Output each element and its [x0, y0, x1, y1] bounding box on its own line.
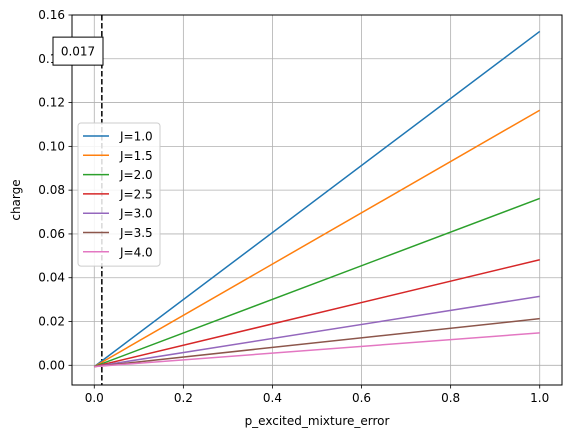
y-tick-label: 0.00 — [38, 358, 65, 372]
legend-label-1: J=1.0 — [119, 130, 153, 144]
legend: J=1.0 J=1.5 J=2.0 J=2.5 J=3.0 J=3.5 J=4.0 — [77, 122, 161, 267]
legend-label-3: J=2.0 — [119, 168, 153, 182]
legend-label-4: J=2.5 — [119, 187, 153, 201]
y-tick-label: 0.08 — [38, 183, 65, 197]
x-axis-label: p_excited_mixture_error — [245, 414, 390, 428]
x-tick-label: 0.2 — [174, 391, 193, 405]
x-tick-label: 0.4 — [263, 391, 282, 405]
x-tick-label: 1.0 — [530, 391, 549, 405]
y-axis-ticks: 0.000.020.040.060.080.100.120.140.16 — [38, 8, 72, 372]
legend-label-7: J=4.0 — [119, 245, 153, 259]
series-line-4 — [94, 259, 540, 368]
x-tick-label: 0.8 — [441, 391, 460, 405]
y-tick-label: 0.06 — [38, 227, 65, 241]
reference-line-label: 0.017 — [52, 36, 104, 66]
legend-label-5: J=3.0 — [119, 207, 153, 221]
y-axis-label: charge — [9, 179, 23, 220]
reference-line-label-text: 0.017 — [61, 45, 95, 59]
legend-label-2: J=1.5 — [119, 149, 153, 163]
legend-label-6: J=3.5 — [119, 226, 153, 240]
y-tick-label: 0.10 — [38, 139, 65, 153]
series-line-7 — [94, 332, 540, 368]
y-tick-label: 0.02 — [38, 315, 65, 329]
plot-frame — [71, 14, 563, 386]
series-line-1 — [93, 30, 541, 368]
series-line-3 — [94, 197, 540, 368]
legend-box — [77, 122, 161, 267]
series-line-2 — [93, 109, 541, 368]
series-layer — [93, 30, 541, 368]
x-axis-ticks: 0.0 0.2 0.4 0.6 0.8 1.0 — [85, 385, 549, 405]
y-tick-label: 0.04 — [38, 271, 65, 285]
reference-line-label-box — [52, 36, 104, 66]
y-tick-label: 0.12 — [38, 96, 65, 110]
y-tick-label: 0.16 — [38, 8, 65, 22]
x-tick-label: 0.6 — [352, 391, 371, 405]
series-line-5 — [94, 295, 540, 368]
series-line-6 — [94, 317, 540, 368]
x-tick-label: 0.0 — [85, 391, 104, 405]
